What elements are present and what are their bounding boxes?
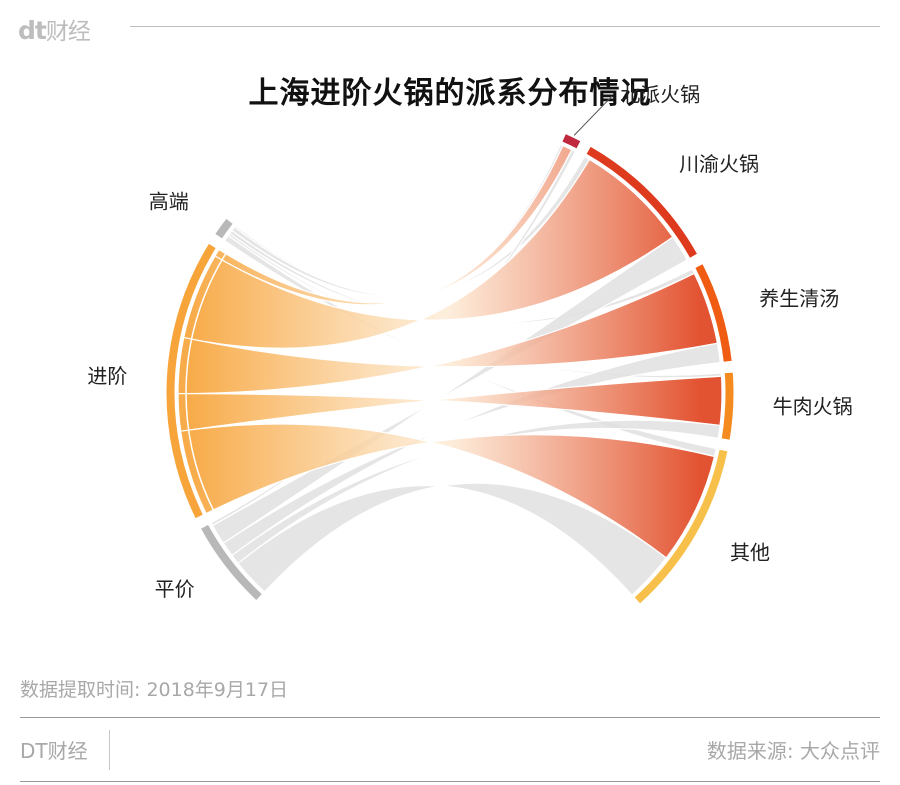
ribbon-e8bf9be998b6-e58c97e6b4bee781abe99485 [214,144,573,306]
top-divider [130,26,880,27]
data-source: 数据来源: 大众点评 [706,739,880,763]
arc-e9ab98e7abaf [213,217,234,240]
label-e7899be88289e781abe99485: 牛肉火锅 [773,395,853,419]
arc-e5b79de6b89de781abe99485 [585,145,699,260]
ribbon-e8bf9be998b6-e7899be88289e781abe99485 [177,375,723,432]
footer-divider-top [20,717,880,718]
ribbon-e9ab98e7abaf-e5b79de6b89de781abe99485 [231,155,591,298]
arc-e7899be88289e781abe99485 [720,371,735,441]
arc-e8bf9be998b6 [165,242,218,520]
leader-line-beipai [573,95,613,136]
data-date: 数据提取时间: 2018年9月17日 [20,679,289,701]
chart-title: 上海进阶火锅的派系分布情况 [248,76,652,111]
ribbon-e9ab98e7abaf-e7899be88289e781abe99485 [227,232,723,379]
label-e58c97e6b4bee781abe99485: 北派火锅 [620,83,700,107]
ribbon-e9ab98e7abaf-e585bbe7949fe6b885e6b1a4 [228,229,696,325]
arc-e5b9b3e4bbb7 [199,523,264,602]
label-e9ab98e7abaf: 高端 [149,190,189,214]
ribbon-e9ab98e7abaf-e585b6e4bb96 [223,234,717,458]
ribbon-layer [177,143,723,596]
label-e585b6e4bb96: 其他 [730,540,770,564]
ribbon-e8bf9be998b6-e585bbe7949fe6b885e6b1a4 [177,272,719,395]
label-e5b9b3e4bbb7: 平价 [155,577,195,601]
arc-layer [165,132,735,605]
top-bar: dt财经 [18,10,880,45]
footer-separator [109,730,110,770]
label-e8bf9be998b6: 进阶 [87,364,127,388]
arc-e58c97e6b4bee781abe99485 [561,132,582,150]
highlight-inner-line [185,253,227,511]
arc-e585bbe7949fe6b885e6b1a4 [694,262,733,363]
footer-divider-bottom [20,781,880,782]
dt-logo: dt财经 [18,16,91,45]
arc-e585b6e4bb96 [633,448,729,605]
footer-brand: DT财经 [20,739,88,763]
label-e585bbe7949fe6b885e6b1a4: 养生清汤 [759,286,839,310]
ribbon-e8bf9be998b6-e5b79de6b89de781abe99485 [182,158,674,349]
ribbon-e8bf9be998b6-e585b6e4bb96 [180,423,716,559]
label-e5b79de6b89de781abe99485: 川渝火锅 [679,152,759,176]
